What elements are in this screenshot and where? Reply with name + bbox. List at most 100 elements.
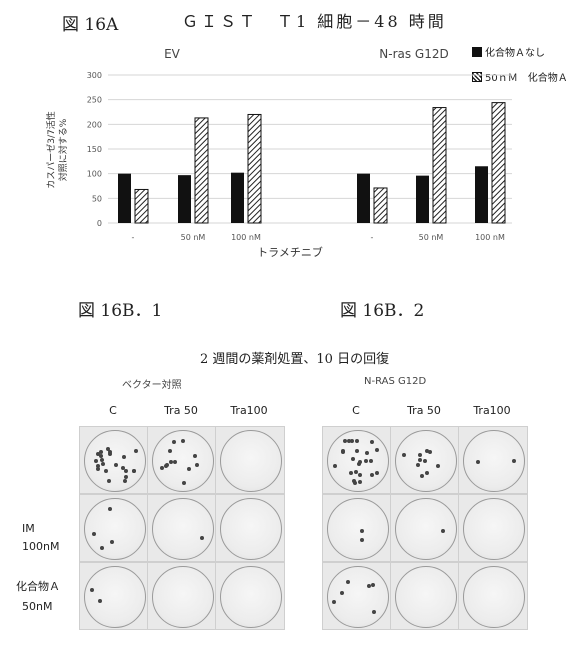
colony-dot [402, 453, 406, 457]
nras-g12d-title: N-RAS G12D [364, 376, 426, 387]
row-label-compound: 化合物Ａ [16, 578, 60, 594]
plate-nras-r1-c0 [322, 494, 392, 562]
row-label-compound-dose: 50nM [22, 600, 52, 613]
bar-no-compound-0-2 [231, 173, 244, 223]
col-label-tra100-left: Tra100 [215, 404, 283, 417]
culture-dish [152, 498, 214, 560]
colony-dot [182, 481, 186, 485]
culture-dish [395, 566, 457, 628]
bar-no-compound-1-1 [416, 176, 429, 223]
grid-lines [108, 75, 512, 223]
col-label-c-left: C [79, 404, 147, 417]
panel-title-nras: N-ras G12D [379, 47, 448, 61]
colony-dot [353, 481, 357, 485]
plate-vector-r0-c2 [215, 426, 285, 494]
plate-vector-r1-c1 [147, 494, 217, 562]
culture-dish [463, 566, 525, 628]
colony-dot [340, 591, 344, 595]
culture-dish [327, 566, 389, 628]
bar-compound-0-0 [135, 189, 148, 223]
colony-dot [101, 462, 105, 466]
bars [118, 103, 505, 223]
y-tick-label: 0 [97, 219, 102, 228]
colony-dot [355, 449, 359, 453]
bar-compound-1-0 [374, 188, 387, 223]
colony-dot [476, 460, 480, 464]
culture-dish [220, 566, 282, 628]
plate-nras-r1-c1 [390, 494, 460, 562]
x-tick-label: 100 nM [231, 233, 261, 242]
colony-dot [370, 440, 374, 444]
y-tick-label: 200 [87, 120, 102, 129]
plate-vector-r0-c1 [147, 426, 217, 494]
panel-title-ev: EV [164, 47, 181, 61]
colony-dot [375, 471, 379, 475]
culture-dish [84, 566, 146, 628]
y-tick-label: 50 [92, 194, 102, 203]
culture-dish [220, 430, 282, 492]
y-tick-label: 100 [87, 170, 102, 179]
colony-dot [99, 454, 103, 458]
plate-vector-r1-c0 [79, 494, 149, 562]
vector-control-title: ベクター対照 [122, 376, 182, 391]
y-axis-ticks: 050100150200250300 [87, 71, 102, 228]
plate-nras-r2-c2 [458, 562, 528, 630]
col-label-c-right: C [322, 404, 390, 417]
row-label-im: IM [22, 522, 35, 535]
plate-nras-r0-c0 [322, 426, 392, 494]
plate-vector-r2-c1 [147, 562, 217, 630]
x-axis-ticks: -50 nM100 nM-50 nM100 nM [132, 233, 505, 242]
colony-dot [365, 451, 369, 455]
plate-vector-r2-c2 [215, 562, 285, 630]
colony-dot [124, 469, 128, 473]
colony-dot [165, 463, 169, 467]
bar-compound-0-1 [195, 118, 208, 223]
colony-dot [512, 459, 516, 463]
bar-no-compound-0-0 [118, 174, 131, 223]
y-tick-label: 250 [87, 96, 102, 105]
colony-dot [358, 473, 362, 477]
x-axis-label: トラメチニブ [257, 245, 323, 259]
plate-vector-r2-c0 [79, 562, 149, 630]
figure-label-16b1: 図 16B．1 [78, 296, 162, 321]
colony-dot [355, 439, 359, 443]
colony-dot [181, 439, 185, 443]
x-tick-label: - [371, 233, 374, 242]
colony-dot [169, 460, 173, 464]
colony-dot [168, 449, 172, 453]
plate-nras-r1-c2 [458, 494, 528, 562]
plate-nras-r2-c1 [390, 562, 460, 630]
plate-nras-r2-c0 [322, 562, 392, 630]
colony-dot [350, 439, 354, 443]
colony-dot [358, 460, 362, 464]
culture-dish [220, 498, 282, 560]
bar-compound-1-2 [492, 103, 505, 223]
row-label-im-dose: 100nM [22, 540, 59, 553]
culture-dish [84, 498, 146, 560]
y-tick-label: 150 [87, 145, 102, 154]
caspase-bar-chart: 050100150200250300 -50 nM100 nM-50 nM100… [0, 0, 575, 270]
col-label-tra100-right: Tra100 [458, 404, 526, 417]
colony-dot [160, 466, 164, 470]
colony-dot [106, 447, 110, 451]
culture-dish [395, 498, 457, 560]
x-tick-label: 50 nM [419, 233, 444, 242]
x-tick-label: 50 nM [181, 233, 206, 242]
plate-vector-r1-c2 [215, 494, 285, 562]
colony-dot [195, 463, 199, 467]
colony-dot [425, 471, 429, 475]
colony-dot [358, 480, 362, 484]
culture-dish [463, 498, 525, 560]
colony-dot [418, 458, 422, 462]
plate-nras-r0-c1 [390, 426, 460, 494]
col-label-tra50-left: Tra 50 [147, 404, 215, 417]
culture-dish [152, 566, 214, 628]
colony-dot [436, 464, 440, 468]
plate-nras-r0-c2 [458, 426, 528, 494]
culture-dish [327, 498, 389, 560]
colony-dot [346, 580, 350, 584]
x-tick-label: 100 nM [475, 233, 505, 242]
bar-no-compound-1-2 [475, 166, 488, 223]
colony-dot [349, 471, 353, 475]
bar-no-compound-0-1 [178, 175, 191, 223]
